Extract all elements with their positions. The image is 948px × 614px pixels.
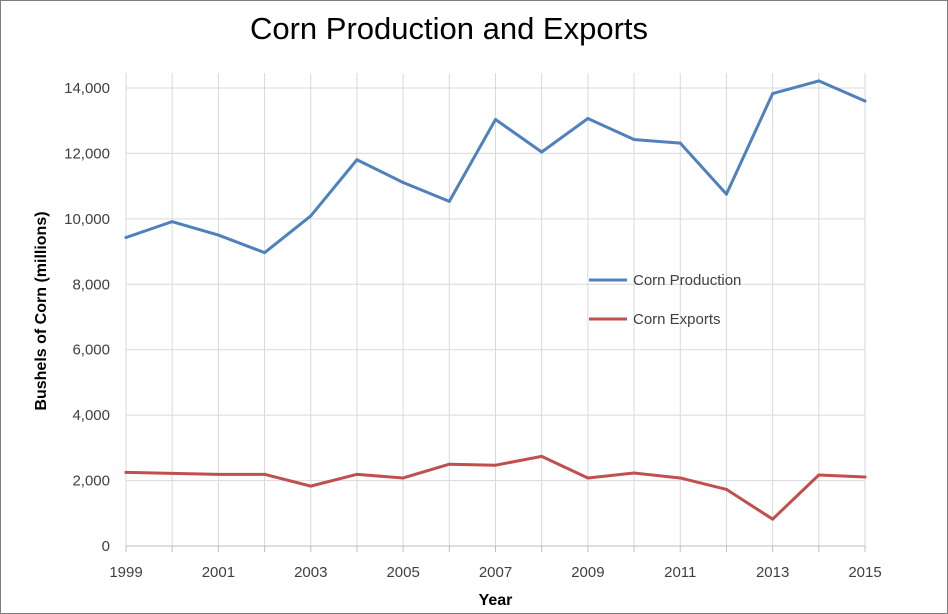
data-point <box>678 141 682 145</box>
data-point <box>216 233 220 237</box>
y-axis-title: Bushels of Corn (millions) <box>33 211 50 410</box>
data-point <box>494 463 497 467</box>
data-point <box>309 214 313 218</box>
x-tick-label: 2001 <box>202 564 235 581</box>
x-tick-label: 2015 <box>848 564 881 581</box>
data-point <box>863 475 867 479</box>
data-point <box>724 487 728 491</box>
y-tick-label: 4,000 <box>72 407 110 424</box>
data-point <box>817 79 821 83</box>
y-tick-label: 12,000 <box>64 145 110 162</box>
x-tick-label: 2003 <box>294 564 327 581</box>
data-point <box>632 471 636 475</box>
x-tick-label: 2005 <box>386 564 419 581</box>
data-point <box>494 117 497 121</box>
data-point <box>863 99 867 103</box>
data-point <box>309 484 313 488</box>
y-tick-label: 2,000 <box>72 473 110 490</box>
data-point <box>263 472 267 476</box>
data-point <box>447 199 451 203</box>
data-point <box>124 470 128 474</box>
data-point <box>632 138 636 142</box>
x-tick-label: 1999 <box>109 564 142 581</box>
legend-label: Corn Production <box>633 272 741 289</box>
data-point <box>678 476 682 480</box>
data-point <box>263 251 267 255</box>
data-point <box>771 517 775 521</box>
x-tick-label: 2007 <box>479 564 512 581</box>
x-tick-label: 2013 <box>756 564 789 581</box>
data-point <box>355 472 359 476</box>
y-tick-label: 14,000 <box>64 80 110 97</box>
data-point <box>355 158 359 162</box>
x-tick-label: 2011 <box>664 564 696 581</box>
y-tick-label: 10,000 <box>64 211 110 228</box>
data-point <box>401 180 405 184</box>
data-point <box>586 476 590 480</box>
x-axis-title: Year <box>479 592 513 609</box>
data-point <box>401 476 405 480</box>
data-point <box>771 92 775 96</box>
data-point <box>447 462 451 466</box>
y-tick-label: 0 <box>102 538 110 555</box>
data-point <box>586 117 590 121</box>
data-point <box>817 473 821 477</box>
legend-label: Corn Exports <box>633 311 721 328</box>
data-point <box>724 192 728 196</box>
data-point <box>540 150 544 154</box>
data-point <box>170 220 174 224</box>
data-point <box>216 472 220 476</box>
y-tick-label: 6,000 <box>72 342 110 359</box>
data-point <box>540 454 544 458</box>
data-point <box>124 236 128 240</box>
chart-title: Corn Production and Exports <box>249 11 649 46</box>
data-point <box>170 471 174 475</box>
x-tick-label: 2009 <box>571 564 604 581</box>
y-tick-label: 8,000 <box>72 276 110 293</box>
